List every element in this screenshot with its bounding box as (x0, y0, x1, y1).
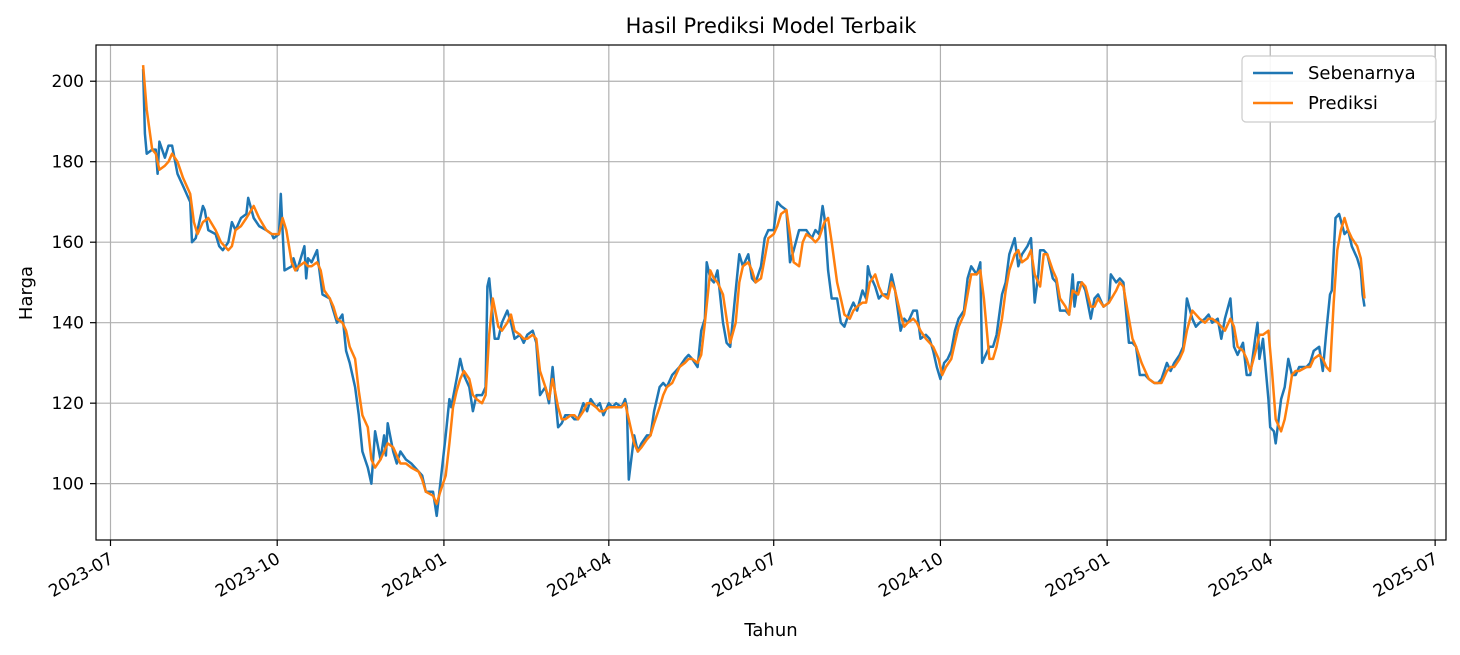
y-tick-label: 160 (52, 233, 84, 253)
legend: Sebenarnya Prediksi (1241, 55, 1437, 123)
y-tick-label: 180 (52, 153, 84, 173)
y-tick-label: 200 (52, 72, 84, 92)
y-axis-label: Harga (16, 266, 37, 320)
plot-series (141, 64, 1366, 518)
legend-label-sebenarnya: Sebenarnya (1308, 63, 1416, 84)
y-tick-label: 140 (52, 314, 84, 334)
series-line-sebenarnya (141, 69, 1366, 518)
legend-label-prediksi: Prediksi (1308, 93, 1378, 114)
y-tick-label: 120 (52, 394, 84, 414)
plot-frame (95, 44, 1447, 541)
series-line-prediksi (141, 64, 1366, 506)
chart-title: Hasil Prediksi Model Terbaik (626, 14, 918, 38)
y-tick-label: 100 (52, 475, 84, 495)
grid-lines (96, 45, 1446, 540)
x-axis-label: Tahun (743, 620, 797, 641)
